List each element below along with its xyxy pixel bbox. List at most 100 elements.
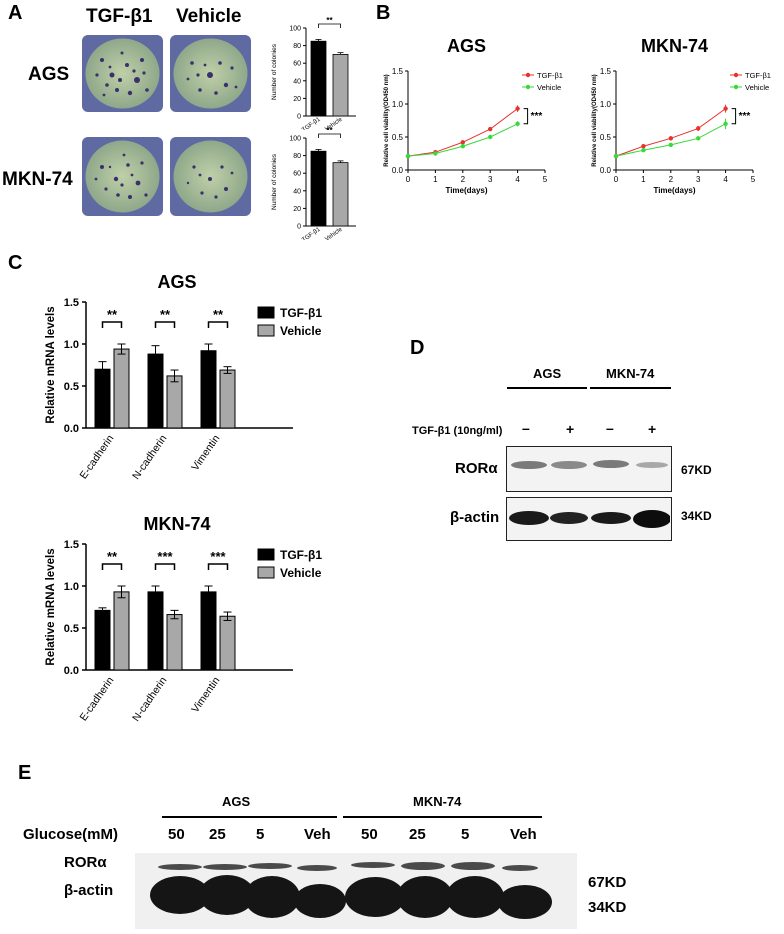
x-tick-label: 5: [543, 175, 548, 184]
colony-plate-mkn74-tgf: [82, 137, 163, 216]
legend-marker: [525, 84, 531, 90]
size-label-67kd-e: 67KD: [588, 874, 627, 891]
data-point: [515, 106, 520, 111]
significance-bracket: [101, 563, 123, 570]
chart-title: AGS: [157, 272, 196, 292]
y-tick-label: 20: [293, 96, 301, 103]
bar: [332, 162, 349, 227]
lane-sign-1: –: [522, 420, 530, 436]
legend-swatch: [257, 566, 275, 579]
significance-label: ***: [739, 111, 751, 122]
cell-line-label-mkn74: MKN-74: [606, 366, 655, 381]
legend-label: TGF-β1: [537, 71, 563, 80]
y-tick-label: 0.5: [392, 133, 404, 142]
y-tick-label: 0.0: [392, 166, 404, 175]
legend-marker: [733, 72, 739, 78]
y-tick-label: 100: [289, 26, 301, 33]
chart-b-mkn74-viability: MKN-74 0.0 0.5 1.0 1.5 0 1 2 3 4 5 Time(days) Relati…: [592, 36, 771, 195]
bar: [332, 54, 349, 117]
cell-line-bar-ags: [507, 387, 587, 389]
bar: [113, 348, 130, 429]
significance-bracket: [207, 321, 229, 328]
y-tick-label: 20: [293, 206, 301, 213]
cell-line-label-ags: AGS: [28, 64, 70, 85]
lane-label-6: 25: [409, 826, 426, 843]
y-tick-label: 0.5: [600, 133, 612, 142]
lane-label-5: 50: [361, 826, 378, 843]
y-tick-label: 80: [293, 43, 301, 50]
y-tick-label: 0.5: [64, 623, 79, 635]
size-label-34kd: 34KD: [681, 509, 712, 523]
size-label-34kd-e: 34KD: [588, 899, 627, 916]
data-point: [488, 126, 493, 132]
lane-label-4: Veh: [304, 826, 331, 843]
y-tick-label: 0.5: [64, 381, 79, 393]
y-tick-label: 80: [293, 153, 301, 160]
bar: [94, 368, 111, 429]
chart-title: MKN-74: [641, 36, 708, 56]
data-point: [405, 153, 411, 159]
cell-line-bar-mkn74-e: [343, 816, 542, 818]
y-tick-label: 60: [293, 171, 301, 178]
x-tick-label: E-cadherin: [78, 433, 117, 482]
x-tick-label: 5: [751, 175, 756, 184]
condition-label-vehicle: Vehicle: [176, 6, 242, 27]
significance-bracket: [318, 133, 341, 138]
protein-label-rora: RORα: [455, 460, 498, 477]
protein-label-actin-e: β-actin: [64, 882, 114, 899]
significance-bracket: [154, 321, 176, 328]
cell-line-bar-ags-e: [162, 816, 337, 818]
legend-label: TGF-β1: [745, 71, 771, 80]
legend-label: Vehicle: [745, 83, 769, 92]
legend-label: TGF-β1: [280, 548, 322, 562]
y-tick-label: 0.0: [600, 166, 612, 175]
lane-sign-2: +: [566, 421, 575, 437]
y-tick-label: 1.0: [600, 100, 612, 109]
bar: [219, 615, 236, 671]
legend-marker: [525, 72, 531, 78]
lane-label-2: 25: [209, 826, 226, 843]
x-axis-label: Time(days): [653, 186, 695, 195]
cell-line-label-mkn74-e: MKN-74: [413, 794, 462, 809]
x-tick-label: 2: [461, 175, 466, 184]
chart-a-mkn74-colonies: 0 20 40 60 80 100 Number of colonies TGF-β1 Vehi…: [271, 126, 356, 240]
legend-swatch: [257, 306, 275, 319]
x-tick-label: 4: [515, 175, 520, 184]
data-point: [613, 153, 619, 159]
x-axis-label: Time(days): [445, 186, 487, 195]
cell-line-bar-mkn74: [590, 387, 671, 389]
cell-line-label-ags-e: AGS: [222, 794, 251, 809]
x-tick-label: Vimentin: [189, 675, 222, 715]
x-tick-label: 4: [723, 175, 728, 184]
legend-swatch: [257, 324, 275, 337]
protein-label-rora-e: RORα: [64, 854, 107, 871]
legend-label: TGF-β1: [280, 306, 322, 320]
bar: [113, 591, 130, 671]
y-tick-label: 1.0: [64, 581, 79, 593]
y-axis-label: Relative cell viability(OD450 nm): [592, 74, 598, 166]
treatment-label: TGF-β1 (10ng/ml): [412, 425, 503, 437]
data-point: [723, 106, 728, 111]
y-tick-label: 0: [297, 114, 301, 121]
y-tick-label: 60: [293, 61, 301, 68]
x-tick-label: 1: [641, 175, 646, 184]
panel-label-e: E: [18, 762, 32, 784]
x-tick-label: TGF-β1: [301, 226, 322, 240]
significance-bracket: [318, 23, 341, 28]
data-point: [460, 140, 465, 145]
lane-label-7: 5: [461, 826, 470, 843]
legend-label: Vehicle: [280, 566, 322, 580]
bar: [166, 375, 183, 429]
legend-swatch: [257, 548, 275, 561]
legend-label: Vehicle: [537, 83, 561, 92]
x-tick-label: 1: [433, 175, 438, 184]
legend-marker: [733, 84, 739, 90]
significance-label: **: [107, 549, 118, 564]
x-tick-label: 0: [614, 175, 619, 184]
significance-bracket: [731, 108, 737, 125]
data-point: [641, 144, 646, 149]
size-label-67kd: 67KD: [681, 463, 712, 477]
y-tick-label: 0.0: [64, 423, 79, 435]
cell-line-label-ags: AGS: [533, 366, 562, 381]
bar: [166, 614, 183, 671]
